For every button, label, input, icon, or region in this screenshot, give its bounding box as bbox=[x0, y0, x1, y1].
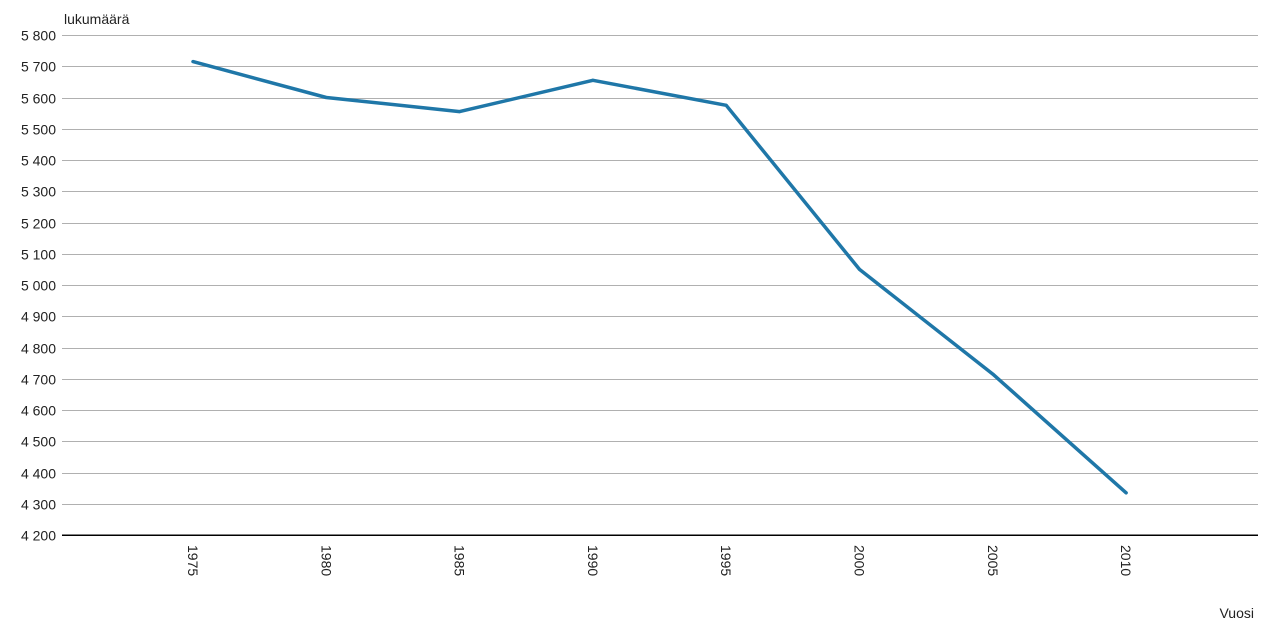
y-tick-label: 4 600 bbox=[21, 403, 56, 419]
y-tick-label: 5 700 bbox=[21, 59, 56, 75]
y-tick-label: 4 800 bbox=[21, 341, 56, 357]
y-tick-label: 5 500 bbox=[21, 122, 56, 138]
data-point bbox=[591, 78, 595, 82]
x-axis-ticks: 1975 1980 1985 1990 1995 2000 2005 2010 bbox=[185, 545, 1134, 576]
y-tick-label: 5 000 bbox=[21, 278, 56, 294]
y-tick-label: 4 500 bbox=[21, 434, 56, 450]
y-tick-label: 4 900 bbox=[21, 309, 56, 325]
data-point bbox=[324, 96, 328, 99]
y-tick-label: 5 100 bbox=[21, 247, 56, 263]
y-tick-label: 5 200 bbox=[21, 216, 56, 232]
y-tick-label: 4 300 bbox=[21, 497, 56, 513]
y-tick-label: 4 200 bbox=[21, 528, 56, 544]
series-layer bbox=[191, 59, 1128, 495]
data-point bbox=[1124, 491, 1128, 495]
x-axis-title: Vuosi bbox=[1219, 605, 1254, 621]
y-tick-label: 5 300 bbox=[21, 184, 56, 200]
gridlines bbox=[62, 35, 1258, 505]
y-tick-label: 5 400 bbox=[21, 153, 56, 169]
data-point bbox=[858, 267, 861, 271]
x-tick-label: 1975 bbox=[185, 545, 201, 576]
y-tick-label: 4 700 bbox=[21, 372, 56, 388]
y-tick-label: 5 800 bbox=[21, 28, 56, 44]
x-tick-label: 1985 bbox=[452, 545, 468, 576]
x-tick-label: 2000 bbox=[852, 545, 868, 576]
data-point bbox=[991, 372, 995, 376]
x-tick-label: 1980 bbox=[318, 545, 334, 576]
data-point bbox=[724, 103, 728, 107]
x-tick-label: 1995 bbox=[718, 545, 734, 576]
x-tick-label: 1990 bbox=[585, 545, 601, 576]
data-point bbox=[191, 60, 195, 64]
y-tick-label: 4 400 bbox=[21, 466, 56, 482]
x-tick-label: 2010 bbox=[1118, 545, 1134, 576]
y-tick-label: 5 600 bbox=[21, 91, 56, 107]
series-line bbox=[191, 59, 1128, 495]
data-point bbox=[458, 110, 462, 114]
y-axis-ticks: 4 200 4 300 4 400 4 500 4 600 4 700 4 800 4 900… bbox=[21, 28, 56, 544]
y-axis-title: lukumäärä bbox=[64, 11, 130, 27]
x-tick-label: 2005 bbox=[985, 545, 1001, 576]
